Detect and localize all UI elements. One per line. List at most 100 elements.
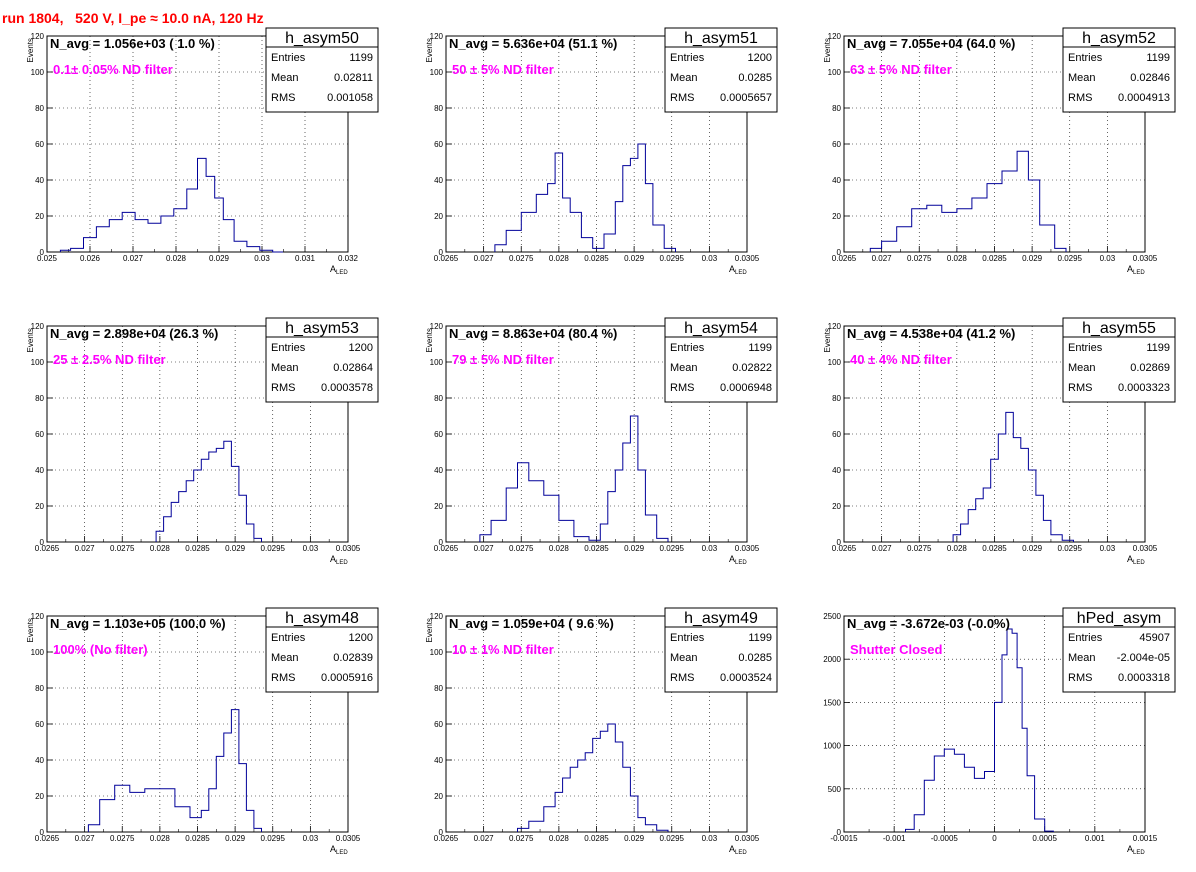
histogram-series-line <box>87 709 262 832</box>
stats-label-entries: Entries <box>670 52 705 64</box>
x-axis-title: ALED <box>330 554 348 566</box>
x-tick-label: 0.0265 <box>832 544 857 553</box>
x-axis-title-main: A <box>330 554 336 564</box>
x-tick-label: 0.028 <box>549 544 570 553</box>
y-tick-label: 0 <box>40 248 45 257</box>
histogram-panel: 0.0265 0.027 0.0275 0.028 0.0285 0.029 0.0295 0… <box>823 27 1176 276</box>
stats-label-mean: Mean <box>1068 72 1096 84</box>
x-tick-label: 0.027 <box>872 544 893 553</box>
y-tick-label: 40 <box>832 176 841 185</box>
y-tick-label: 80 <box>832 394 841 403</box>
stats-value-rms: 0.0003318 <box>1118 672 1170 684</box>
y-tick-label: 40 <box>35 466 44 475</box>
filter-label: Shutter Closed <box>850 642 943 657</box>
stats-label-mean: Mean <box>670 362 698 374</box>
x-tick-label: 0.0265 <box>35 544 60 553</box>
y-tick-label: 0 <box>837 828 842 837</box>
y-tick-label: 40 <box>35 176 44 185</box>
stats-box <box>664 27 778 113</box>
x-tick-label: 0.0285 <box>584 544 609 553</box>
y-tick-label: 80 <box>35 394 44 403</box>
stats-value-entries: 1199 <box>1146 342 1170 354</box>
stats-value-mean: 0.02822 <box>732 362 772 374</box>
stats-value-rms: 0.0004913 <box>1118 92 1170 104</box>
x-tick-label: 0.029 <box>225 544 246 553</box>
y-tick-label: 100 <box>31 358 45 367</box>
stats-label-rms: RMS <box>1068 382 1092 394</box>
x-tick-label: 0.027 <box>123 254 144 263</box>
stats-label-entries: Entries <box>670 632 705 644</box>
y-axis-title: Events <box>425 328 434 352</box>
x-axis-title-main: A <box>1127 844 1133 854</box>
y-tick-label: 100 <box>31 648 45 657</box>
x-tick-label: 0.031 <box>295 254 316 263</box>
stats-value-mean: 0.0285 <box>738 72 772 84</box>
x-tick-label: 0.027 <box>474 544 495 553</box>
x-axis-title: ALED <box>330 264 348 276</box>
stats-box <box>1062 607 1176 693</box>
x-axis-title-subscript: LED <box>1133 850 1145 856</box>
stats-value-mean: 0.02811 <box>334 72 373 84</box>
stats-value-mean: 0.02864 <box>333 362 373 374</box>
x-tick-label: 0.027 <box>75 834 96 843</box>
y-tick-label: 60 <box>434 140 443 149</box>
x-tick-label: 0.0265 <box>434 834 459 843</box>
x-axis-title-subscript: LED <box>735 850 747 856</box>
x-axis-title-subscript: LED <box>336 560 348 566</box>
y-tick-label: 120 <box>430 32 444 41</box>
stats-value-mean: 0.02869 <box>1130 362 1170 374</box>
y-tick-label: 20 <box>434 502 443 511</box>
stats-label-rms: RMS <box>271 382 295 394</box>
y-tick-label: 80 <box>832 104 841 113</box>
stats-value-mean: -2.004e-05 <box>1117 652 1170 664</box>
x-tick-label: 0.0275 <box>110 544 135 553</box>
histogram-panel: 0.0265 0.027 0.0275 0.028 0.0285 0.029 0.0295 0… <box>26 317 379 566</box>
x-tick-label: 0.0295 <box>261 834 286 843</box>
x-tick-label: 0.027 <box>75 544 96 553</box>
x-tick-label: 0.0265 <box>434 254 459 263</box>
y-tick-label: 100 <box>828 68 842 77</box>
y-tick-label: 60 <box>832 140 841 149</box>
x-axis-title-main: A <box>330 844 336 854</box>
y-tick-label: 100 <box>828 358 842 367</box>
navg-label: N_avg = 8.863e+04 (80.4 %) <box>449 326 617 341</box>
y-tick-label: 20 <box>35 792 44 801</box>
stats-label-mean: Mean <box>670 72 698 84</box>
y-tick-label: 60 <box>434 430 443 439</box>
stats-value-mean: 0.0285 <box>738 652 772 664</box>
y-tick-label: 80 <box>434 684 443 693</box>
x-tick-label: 0.029 <box>1022 254 1043 263</box>
y-tick-label: 120 <box>430 322 444 331</box>
histogram-panel: 0.0265 0.027 0.0275 0.028 0.0285 0.029 0.0295 0… <box>823 317 1176 566</box>
stats-value-rms: 0.0003323 <box>1118 382 1170 394</box>
stats-label-mean: Mean <box>271 72 299 84</box>
histogram-panel: -0.0015 -0.001 -0.0005 0 0.0005 0.001 0.0015 0 5… <box>823 607 1176 856</box>
y-tick-label: 120 <box>430 612 444 621</box>
stats-box <box>1062 27 1176 113</box>
stats-title: h_asym55 <box>1082 320 1156 337</box>
x-tick-label: 0.0305 <box>336 544 361 553</box>
x-tick-label: 0.0305 <box>1133 254 1158 263</box>
stats-value-rms: 0.0005657 <box>720 92 772 104</box>
x-tick-label: 0.03 <box>254 254 270 263</box>
x-tick-label: 0 <box>992 834 997 843</box>
stats-value-entries: 1200 <box>748 52 772 64</box>
stats-label-mean: Mean <box>1068 362 1096 374</box>
y-tick-label: 60 <box>434 720 443 729</box>
stats-title: h_asym53 <box>285 320 359 337</box>
y-axis-title: Events <box>425 38 434 62</box>
x-tick-label: 0.0305 <box>336 834 361 843</box>
x-tick-label: 0.028 <box>166 254 187 263</box>
stats-value-entries: 45907 <box>1139 632 1170 644</box>
x-axis-title-subscript: LED <box>1133 560 1145 566</box>
x-tick-label: 0.027 <box>872 254 893 263</box>
stats-value-entries: 1199 <box>748 342 772 354</box>
y-axis-title: Events <box>26 38 35 62</box>
x-tick-label: 0.028 <box>150 544 171 553</box>
x-tick-label: -0.0015 <box>830 834 858 843</box>
histogram-series-line <box>59 157 283 253</box>
x-tick-label: 0.0265 <box>832 254 857 263</box>
x-tick-label: 0.0305 <box>1133 544 1158 553</box>
histogram-series-line <box>905 628 1054 832</box>
stats-value-rms: 0.0006948 <box>720 382 772 394</box>
